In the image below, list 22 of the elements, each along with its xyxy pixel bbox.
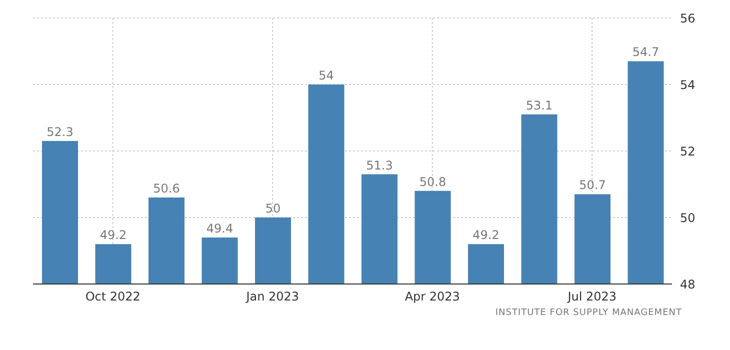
data-label: 50.8 xyxy=(419,174,446,189)
x-tick-label: Apr 2023 xyxy=(404,290,460,304)
data-label: 54.7 xyxy=(632,45,660,60)
y-tick-label: 54 xyxy=(680,78,696,92)
text: INSTITUTE FOR SUPPLY MANAGEMENT xyxy=(494,308,683,318)
data-label: 54 xyxy=(318,68,334,82)
x-tick-label: Oct 2022 xyxy=(85,290,140,304)
data-label: 50 xyxy=(265,202,281,216)
y-tick-label: 56 xyxy=(680,11,696,26)
data-label: 49.2 xyxy=(472,228,500,242)
x-tick-label: Jul 2023 xyxy=(566,290,617,304)
data-label: 53.1 xyxy=(526,98,553,112)
data-label: 50.7 xyxy=(579,178,606,192)
x-tick-label: Jan 2023 xyxy=(245,290,300,304)
data-label: 52.3 xyxy=(46,125,74,140)
data-label: 49.4 xyxy=(206,221,234,236)
data-label: 50.6 xyxy=(153,182,180,196)
data-label: 49.2 xyxy=(100,228,127,242)
data-label: 51.3 xyxy=(366,158,393,172)
y-tick-label: 48 xyxy=(680,277,696,292)
y-tick-label: 50 xyxy=(680,210,696,225)
y-tick-label: 52 xyxy=(680,144,696,158)
